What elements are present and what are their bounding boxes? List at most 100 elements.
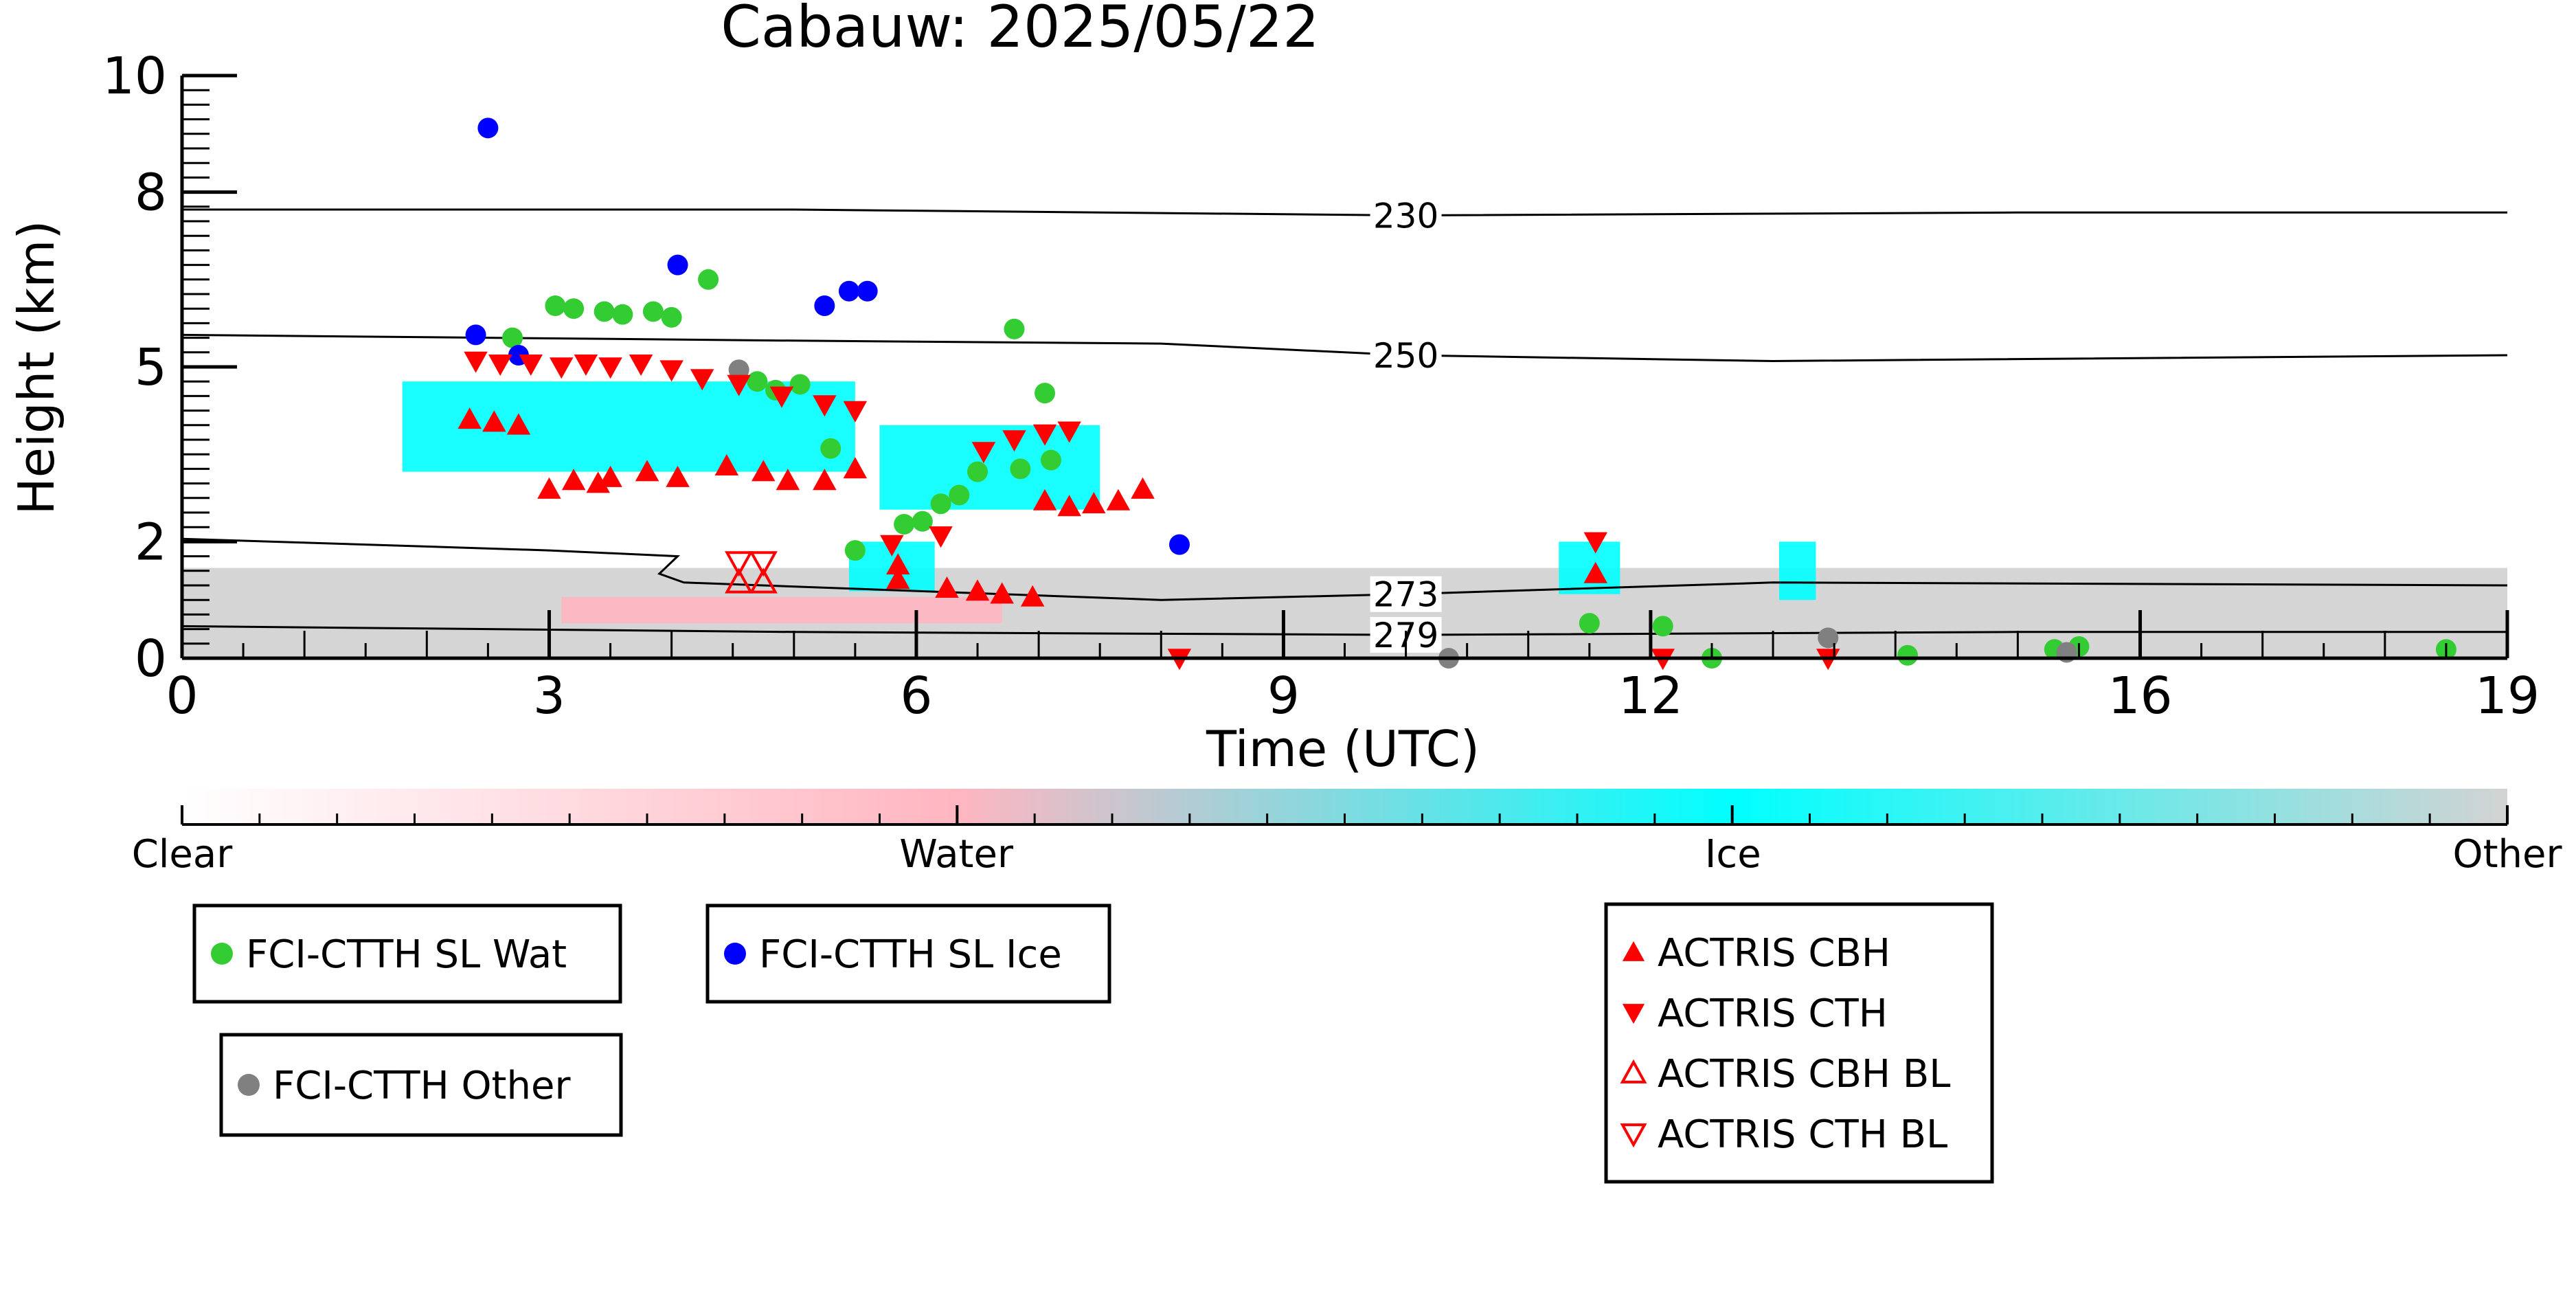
marker-actris-cth (629, 355, 653, 376)
y-tick-label: 5 (135, 338, 167, 397)
marker-actris-cth (1057, 421, 1081, 443)
marker-actris-cbh (1106, 489, 1131, 510)
colorbar-label: Clear (132, 832, 233, 877)
marker-actris-cth (769, 386, 794, 408)
x-axis-label: Time (UTC) (1206, 720, 1480, 778)
cloud-mask-region (561, 596, 1002, 624)
marker-actris-cbh-bl (749, 568, 778, 594)
marker-actris-cbh (886, 553, 910, 575)
marker-fci-ctth-sl-wat (642, 301, 664, 322)
marker-actris-cth (659, 360, 683, 382)
marker-fci-ctth-sl-ice (838, 280, 859, 302)
marker-actris-cbh (1032, 489, 1057, 510)
legend-marker (211, 943, 233, 965)
y-axis-label: Height (km) (8, 221, 65, 515)
marker-actris-cbh (752, 460, 776, 482)
legend-marker (1622, 941, 1645, 961)
marker-actris-cbh (990, 582, 1014, 604)
isotherm-label-bg (1370, 576, 1442, 612)
marker-actris-cth (813, 395, 837, 417)
marker-actris-cbh (1020, 585, 1045, 607)
marker-actris-cbh (843, 457, 868, 479)
marker-fci-ctth-sl-ice (465, 324, 486, 346)
marker-actris-cbh (1082, 492, 1106, 514)
x-tick-label: 12 (1618, 666, 1683, 726)
marker-actris-cbh (598, 465, 622, 487)
marker-actris-cbh (714, 453, 739, 475)
marker-actris-cbh (886, 568, 910, 590)
marker-actris-cbh (586, 471, 610, 493)
legend-marker (238, 1074, 260, 1096)
marker-actris-cth (550, 357, 574, 379)
marker-actris-cth (574, 355, 598, 376)
marker-fci-ctth-sl-wat (820, 438, 841, 459)
legend-marker (1622, 1004, 1645, 1024)
isotherm-label: 230 (1373, 197, 1438, 236)
marker-fci-ctth-sl-ice (477, 117, 499, 139)
isotherm-label-bg (1370, 337, 1442, 374)
marker-actris-cth (488, 355, 512, 376)
marker-actris-cbh (457, 407, 482, 429)
marker-actris-cth-bl (749, 551, 778, 577)
marker-actris-cth (971, 442, 996, 464)
x-tick-label: 16 (2108, 666, 2172, 726)
marker-actris-cbh-bl (725, 568, 754, 594)
marker-fci-ctth-sl-wat (912, 510, 933, 532)
isotherm-label: 250 (1373, 336, 1438, 376)
marker-actris-cbh (666, 465, 690, 487)
x-tick-label: 3 (533, 666, 565, 726)
legend-label: ACTRIS CTH (1658, 991, 1888, 1036)
marker-actris-cth (519, 355, 543, 376)
marker-fci-ctth-sl-wat (747, 371, 768, 392)
colorbar-label: Other (2452, 832, 2562, 877)
marker-fci-ctth-sl-wat (563, 298, 585, 319)
marker-fci-ctth-sl-wat (661, 306, 682, 328)
marker-fci-ctth-sl-wat (1010, 458, 1031, 480)
marker-actris-cbh (776, 469, 800, 491)
marker-fci-ctth-sl-wat (894, 513, 915, 535)
legend-marker (724, 943, 746, 965)
legend-marker (1620, 1123, 1647, 1148)
marker-fci-ctth-sl-wat (930, 493, 951, 515)
x-tick-label: 6 (900, 666, 932, 726)
legend-marker (1620, 1059, 1647, 1084)
y-tick-label: 10 (102, 47, 167, 106)
x-tick-label: 19 (2475, 666, 2540, 726)
marker-fci-ctth-sl-wat (1897, 644, 1919, 666)
marker-layer (457, 117, 2456, 671)
x-tick-label: 9 (1267, 666, 1300, 726)
marker-actris-cbh (537, 477, 561, 499)
marker-actris-cbh (1583, 561, 1607, 583)
isotherm-line (181, 333, 2508, 363)
marker-fci-ctth-sl-wat (1579, 613, 1600, 634)
cloud-mask-region (879, 425, 1100, 510)
marker-actris-cbh (1131, 477, 1155, 499)
marker-actris-cth (1032, 424, 1057, 446)
legend-label: FCI-CTTH SL Ice (759, 932, 1062, 977)
marker-actris-cbh (482, 410, 506, 432)
marker-actris-cth (929, 526, 953, 548)
marker-fci-ctth-sl-wat (844, 540, 866, 561)
marker-actris-cbh (813, 469, 837, 491)
marker-actris-cbh (561, 469, 586, 491)
marker-fci-ctth-sl-ice (857, 280, 878, 302)
legend-label: ACTRIS CBH BL (1658, 1052, 1950, 1097)
marker-fci-ctth-sl-wat (612, 304, 633, 325)
marker-fci-ctth-sl-wat (1652, 616, 1673, 637)
marker-fci-ctth-sl-wat (1040, 449, 1061, 471)
marker-actris-cth (690, 369, 714, 391)
chart-title: Cabauw: 2025/05/22 (721, 0, 1319, 60)
marker-fci-ctth-sl-wat (698, 269, 719, 290)
legend-label: FCI-CTTH Other (273, 1064, 571, 1108)
marker-fci-ctth-sl-wat (949, 484, 970, 506)
isotherm-label-bg (1370, 197, 1442, 234)
colorbar: Clear Water Ice Other (132, 789, 2562, 877)
marker-actris-cth-bl (725, 551, 754, 577)
cloud-mask-region (1559, 541, 1620, 594)
colorbar-label: Ice (1705, 832, 1761, 877)
isotherm-label: 273 (1373, 575, 1438, 615)
marker-actris-cbh (635, 460, 659, 482)
marker-fci-ctth-other (1818, 627, 1839, 649)
